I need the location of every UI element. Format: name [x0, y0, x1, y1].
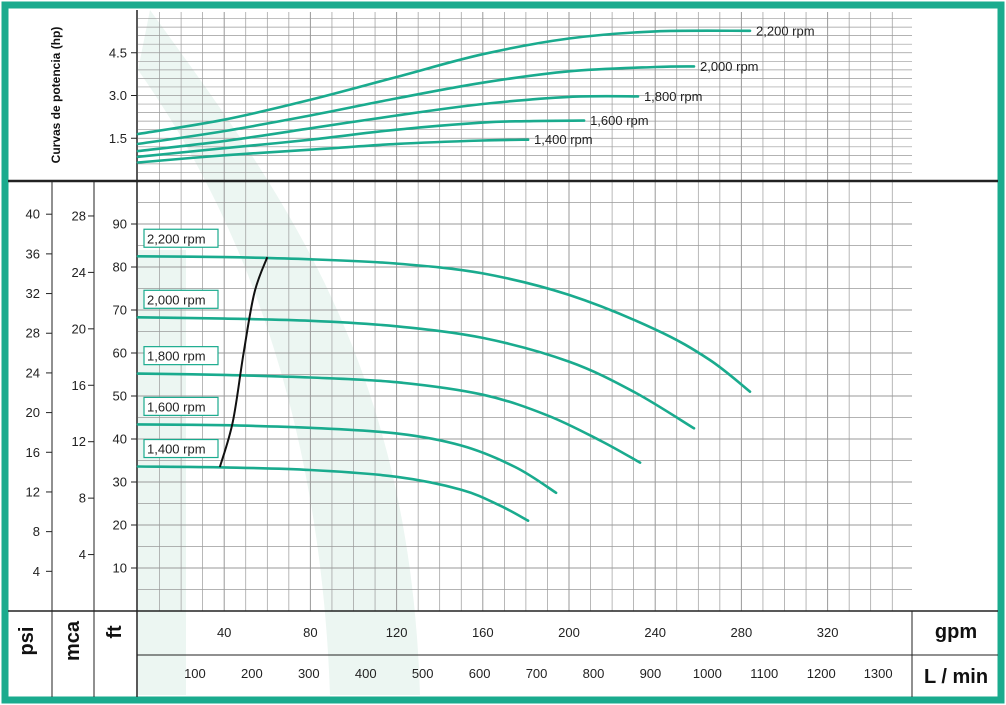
- lmin-tick-label: 1300: [864, 666, 893, 681]
- power-curve: [136, 94, 640, 153]
- gpm-tick-label: 200: [558, 625, 580, 640]
- psi-tick-label: 24: [26, 365, 40, 380]
- head-curve-label-box: [143, 228, 219, 248]
- mca-axis-label: mca: [62, 620, 84, 661]
- psi-tick-label: 20: [26, 405, 40, 420]
- power-tick-label: 3.0: [109, 88, 127, 103]
- ft-tick-label: 10: [113, 561, 127, 576]
- psi-tick-label: 8: [33, 524, 40, 539]
- lmin-tick-label: 400: [355, 666, 377, 681]
- head-curve: [136, 423, 558, 495]
- power-curve-label: 1,800 rpm: [644, 89, 703, 104]
- ft-tick-label: 60: [113, 346, 127, 361]
- power-tick-label: 4.5: [109, 45, 127, 60]
- lmin-tick-label: 200: [241, 666, 263, 681]
- lmin-tick-label: 300: [298, 666, 320, 681]
- gpm-tick-label: 120: [386, 625, 408, 640]
- ft-axis-label: ft: [104, 625, 126, 639]
- head-curve: [136, 316, 696, 430]
- psi-tick-label: 16: [26, 445, 40, 460]
- head-curve-label: 1,800 rpm: [147, 349, 206, 364]
- power-curve-label: 2,000 rpm: [700, 59, 759, 74]
- axis-labels: 1.5 3.0 4.5 4 8 12 16 20 24 28 32 36 40 4 8 12 16 20 24 28 1…: [26, 45, 893, 681]
- gpm-tick-label: 280: [731, 625, 753, 640]
- ft-tick-label: 40: [113, 432, 127, 447]
- psi-tick-label: 36: [26, 246, 40, 261]
- power-axis-title: Curvas de potencia (hp): [49, 27, 63, 164]
- lmin-tick-label: 1200: [807, 666, 836, 681]
- ft-tick-label: 70: [113, 303, 127, 318]
- ft-tick-label: 80: [113, 260, 127, 275]
- gpm-axis-label: gpm: [935, 621, 977, 643]
- power-curve-label: 1,400 rpm: [534, 132, 593, 147]
- lmin-tick-label: 1100: [750, 666, 778, 681]
- power-curve: [136, 138, 530, 164]
- head-curve-label-box: [143, 346, 219, 366]
- psi-axis-label: psi: [16, 627, 38, 656]
- lmin-tick-label: 900: [640, 666, 662, 681]
- head-curve-label: 2,200 rpm: [147, 231, 206, 246]
- reference-line: [218, 256, 269, 468]
- mca-tick-label: 12: [72, 434, 86, 449]
- power-curve-label: 1,600 rpm: [590, 113, 649, 128]
- gpm-tick-label: 40: [217, 625, 231, 640]
- lmin-tick-label: 500: [412, 666, 434, 681]
- psi-tick-label: 4: [33, 564, 40, 579]
- mca-tick-label: 8: [79, 491, 86, 506]
- gpm-tick-label: 320: [817, 625, 839, 640]
- ft-tick-label: 20: [113, 518, 127, 533]
- power-curve: [136, 65, 696, 146]
- head-curve-label: 1,600 rpm: [147, 399, 206, 414]
- gpm-tick-label: 240: [644, 625, 666, 640]
- lmin-axis-label: L / min: [924, 666, 988, 688]
- head-curve: [136, 465, 530, 522]
- head-curve: [136, 255, 752, 393]
- mca-tick-label: 16: [72, 378, 86, 393]
- psi-tick-label: 28: [26, 326, 40, 341]
- grid: [138, 12, 912, 611]
- lmin-tick-label: 100: [184, 666, 206, 681]
- lmin-tick-label: 600: [469, 666, 491, 681]
- power-curve-label: 2,200 rpm: [756, 23, 815, 38]
- mca-tick-label: 28: [72, 208, 86, 223]
- mca-tick-label: 24: [72, 265, 86, 280]
- head-curve-label-box: [143, 289, 219, 309]
- head-curve-label-box: [143, 438, 219, 459]
- lmin-tick-label: 800: [583, 666, 605, 681]
- psi-tick-label: 12: [26, 484, 40, 499]
- psi-tick-label: 40: [26, 207, 40, 222]
- power-curve: [136, 119, 586, 159]
- power-tick-label: 1.5: [109, 131, 127, 146]
- curves: 2,200 rpm 2,000 rpm 1,800 rpm 1,600 rpm 1,40…: [136, 23, 815, 522]
- mca-tick-label: 4: [79, 547, 86, 562]
- mca-tick-label: 20: [72, 321, 86, 336]
- ft-tick-label: 90: [113, 217, 127, 232]
- head-curve-label: 1,400 rpm: [147, 442, 206, 457]
- head-curve-label-box: [143, 396, 219, 416]
- gpm-tick-label: 160: [472, 625, 494, 640]
- head-curve: [136, 372, 642, 464]
- gpm-tick-label: 80: [303, 625, 317, 640]
- lmin-tick-label: 700: [526, 666, 548, 681]
- ft-tick-label: 50: [113, 389, 127, 404]
- head-curve-label: 2,000 rpm: [147, 292, 206, 307]
- lmin-tick-label: 1000: [693, 666, 722, 681]
- power-curve: [136, 29, 752, 136]
- ft-tick-label: 30: [113, 475, 127, 490]
- psi-tick-label: 32: [26, 286, 40, 301]
